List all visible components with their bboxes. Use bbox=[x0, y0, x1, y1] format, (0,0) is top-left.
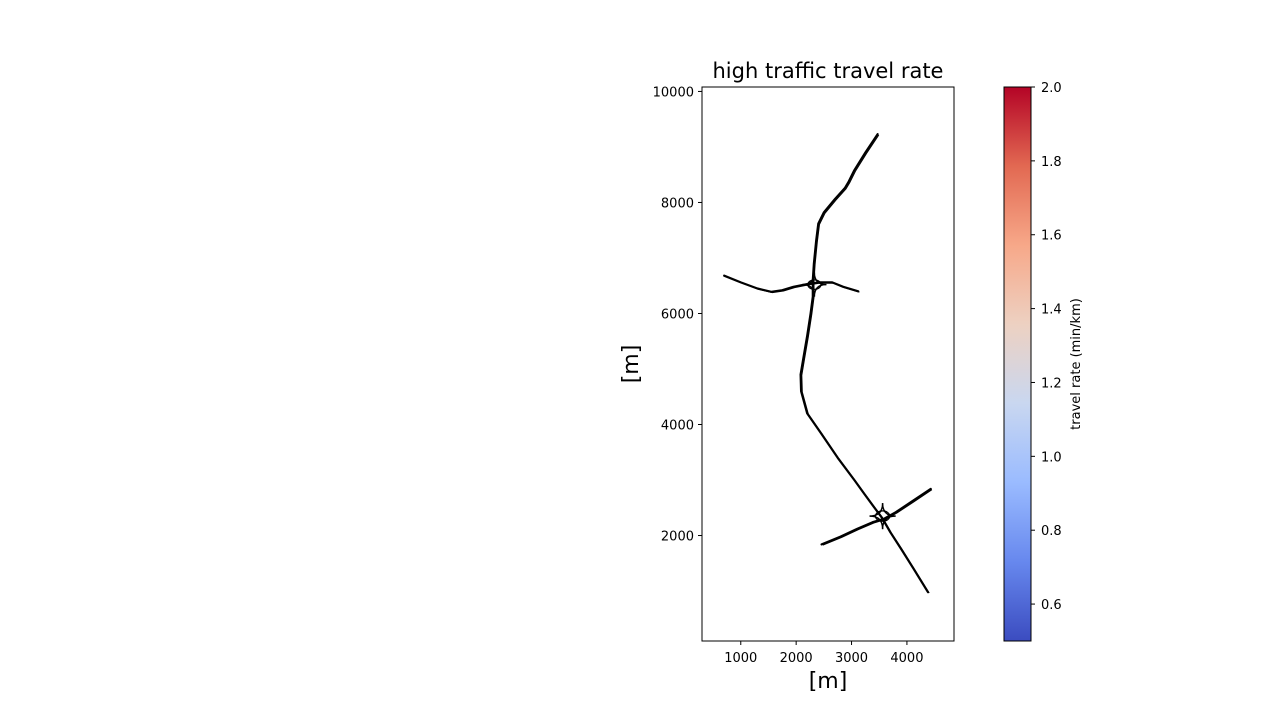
colorbar-tick-label: 1.2 bbox=[1041, 376, 1062, 391]
interchange-ramp bbox=[813, 272, 827, 286]
y-tick-label: 4000 bbox=[661, 419, 694, 434]
y-tick-label: 6000 bbox=[661, 307, 694, 322]
interchange-loop bbox=[807, 279, 822, 291]
road-line bbox=[799, 133, 930, 594]
colorbar-tick-label: 1.6 bbox=[1041, 229, 1062, 244]
x-axis-label: [m] bbox=[809, 669, 848, 694]
colorbar-tick-label: 2.0 bbox=[1041, 81, 1062, 96]
plot-frame bbox=[701, 86, 955, 642]
y-axis-label: [m] bbox=[619, 345, 644, 384]
y-tick-label: 10000 bbox=[653, 85, 694, 100]
x-tick-label: 2000 bbox=[780, 651, 813, 666]
interchange-ramps bbox=[802, 272, 896, 530]
colorbar-tick-label: 1.8 bbox=[1041, 155, 1062, 170]
chart-title: high traffic travel rate bbox=[713, 59, 944, 83]
colorbar-label: travel rate (min/km) bbox=[1069, 298, 1084, 430]
y-tick-label: 2000 bbox=[661, 530, 694, 545]
x-axis: 1000 2000 3000 4000 bbox=[724, 641, 923, 666]
x-tick-label: 4000 bbox=[890, 651, 923, 666]
road-line bbox=[725, 276, 860, 294]
road-network bbox=[723, 133, 933, 594]
colorbar-tick-label: 1.0 bbox=[1041, 450, 1062, 465]
y-tick-label: 8000 bbox=[661, 196, 694, 211]
colorbar-tick-label: 0.6 bbox=[1041, 598, 1062, 613]
y-axis: 2000 4000 6000 8000 10000 bbox=[653, 85, 702, 545]
colorbar-axis: 0.6 0.8 1.0 1.2 1.4 1.6 1.8 2.0 bbox=[1031, 81, 1062, 613]
colorbar-tick-label: 1.4 bbox=[1041, 303, 1062, 318]
interchange-ramp bbox=[881, 503, 896, 517]
interchange-loop bbox=[874, 510, 891, 522]
x-tick-label: 1000 bbox=[724, 651, 757, 666]
colorbar bbox=[1003, 86, 1032, 642]
x-tick-label: 3000 bbox=[835, 651, 868, 666]
colorbar-tick-label: 0.8 bbox=[1041, 524, 1062, 539]
